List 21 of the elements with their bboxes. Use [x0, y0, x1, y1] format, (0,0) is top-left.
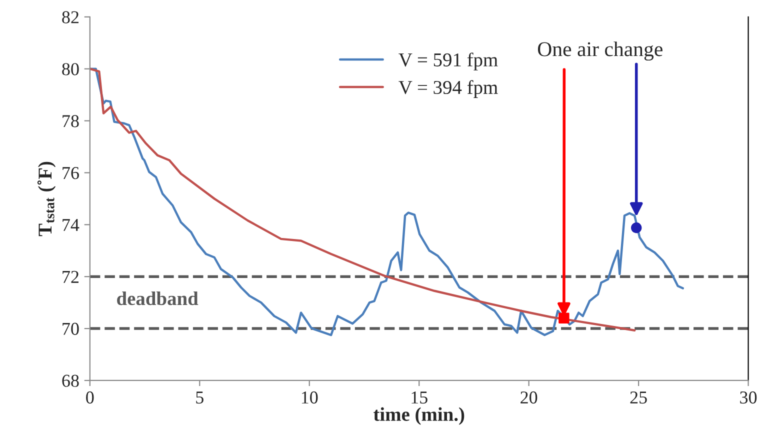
y-tick-label: 80: [62, 63, 79, 76]
y-tick-label: 82: [62, 11, 79, 24]
x-tick-label: 0: [86, 391, 94, 404]
x-tick-label: 20: [520, 391, 538, 404]
legend-label: V = 591 fpm: [398, 52, 498, 70]
y-tick-label: 78: [62, 115, 79, 128]
y-tick-label: 72: [62, 270, 79, 283]
x-tick-label: 30: [740, 391, 757, 404]
y-tick-label: 76: [62, 167, 79, 180]
x-tick-label: 15: [412, 392, 428, 404]
y-tick-label: 70: [62, 322, 79, 335]
legend-label: V = 394 fpm: [398, 80, 498, 98]
annotation: One air change: [538, 42, 662, 61]
x-tick-label: 25: [630, 391, 647, 404]
ref-line-label: deadband: [117, 291, 198, 306]
y-tick-label: 74: [62, 219, 80, 231]
y-axis-title: T$_{tstat}$ (˚F): [37, 162, 56, 236]
x-tick-label: 10: [302, 391, 318, 404]
y-tick-label: 68: [62, 374, 79, 387]
x-tick-label: 5: [196, 392, 204, 404]
x-axis-title: time (min.): [374, 407, 464, 425]
